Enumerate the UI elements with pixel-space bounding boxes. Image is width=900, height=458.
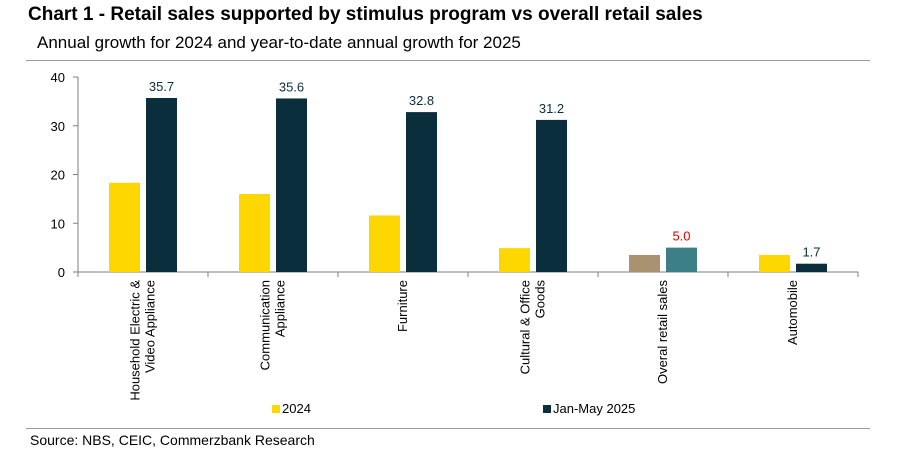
x-category-label: Household Electric &Video Appliance: [128, 280, 158, 401]
chart-subtitle: Annual growth for 2024 and year-to-date …: [37, 33, 521, 52]
y-tick-label: 30: [51, 119, 65, 134]
y-tick-label: 20: [51, 168, 65, 183]
bar-jan-may-2025: [796, 263, 827, 272]
x-category-label-line: Goods: [533, 280, 548, 319]
legend-label-2024: 2024: [282, 401, 311, 416]
bar-2024: [239, 194, 270, 272]
x-category-label-line: Household Electric &: [128, 280, 143, 401]
chart-title: Chart 1 - Retail sales supported by stim…: [28, 4, 703, 25]
x-category-label-line: Appliance: [273, 280, 288, 337]
y-tick-label: 40: [51, 70, 65, 85]
bar-2024: [499, 248, 530, 272]
x-category-label: Automobile: [785, 280, 800, 345]
bar-jan-may-2025: [666, 247, 697, 272]
data-label: 31.2: [539, 101, 564, 116]
bar-jan-may-2025: [536, 119, 567, 273]
x-category-label: Cultural & OfficeGoods: [518, 280, 548, 375]
bar-jan-may-2025: [406, 112, 437, 272]
data-label: 35.7: [149, 79, 174, 94]
x-category-label: Furniture: [395, 280, 410, 332]
legend-label-jan-may-2025: Jan-May 2025: [553, 401, 635, 416]
bar-jan-may-2025: [146, 97, 177, 273]
bar-2024: [109, 182, 140, 272]
data-label: 5.0: [672, 229, 690, 244]
x-category-label-line: Cultural & Office: [518, 280, 533, 374]
x-category-label-line: Overal retail sales: [655, 280, 670, 385]
data-label: 35.6: [279, 79, 304, 94]
x-category-label-line: Automobile: [785, 280, 800, 345]
data-label: 1.7: [802, 245, 820, 260]
legend-swatch-2024: [272, 405, 280, 413]
x-category-label-line: Communication: [258, 280, 273, 370]
bar-2024: [369, 215, 400, 272]
top-divider: [26, 60, 870, 61]
bar-jan-may-2025: [276, 98, 307, 272]
bottom-divider: [26, 428, 870, 429]
x-category-label: Overal retail sales: [655, 280, 670, 385]
data-label: 32.8: [409, 93, 434, 108]
x-category-label-line: Furniture: [395, 280, 410, 332]
x-category-label-line: Video Appliance: [143, 280, 158, 373]
x-category-label: CommunicationAppliance: [258, 280, 288, 370]
bar-2024: [759, 254, 790, 272]
bar-2024: [629, 254, 660, 272]
legend-swatch-jan-may-2025: [543, 405, 551, 413]
source-note: Source: NBS, CEIC, Commerzbank Research: [30, 432, 315, 448]
y-tick-label: 0: [58, 265, 65, 280]
y-tick-label: 10: [51, 216, 65, 231]
